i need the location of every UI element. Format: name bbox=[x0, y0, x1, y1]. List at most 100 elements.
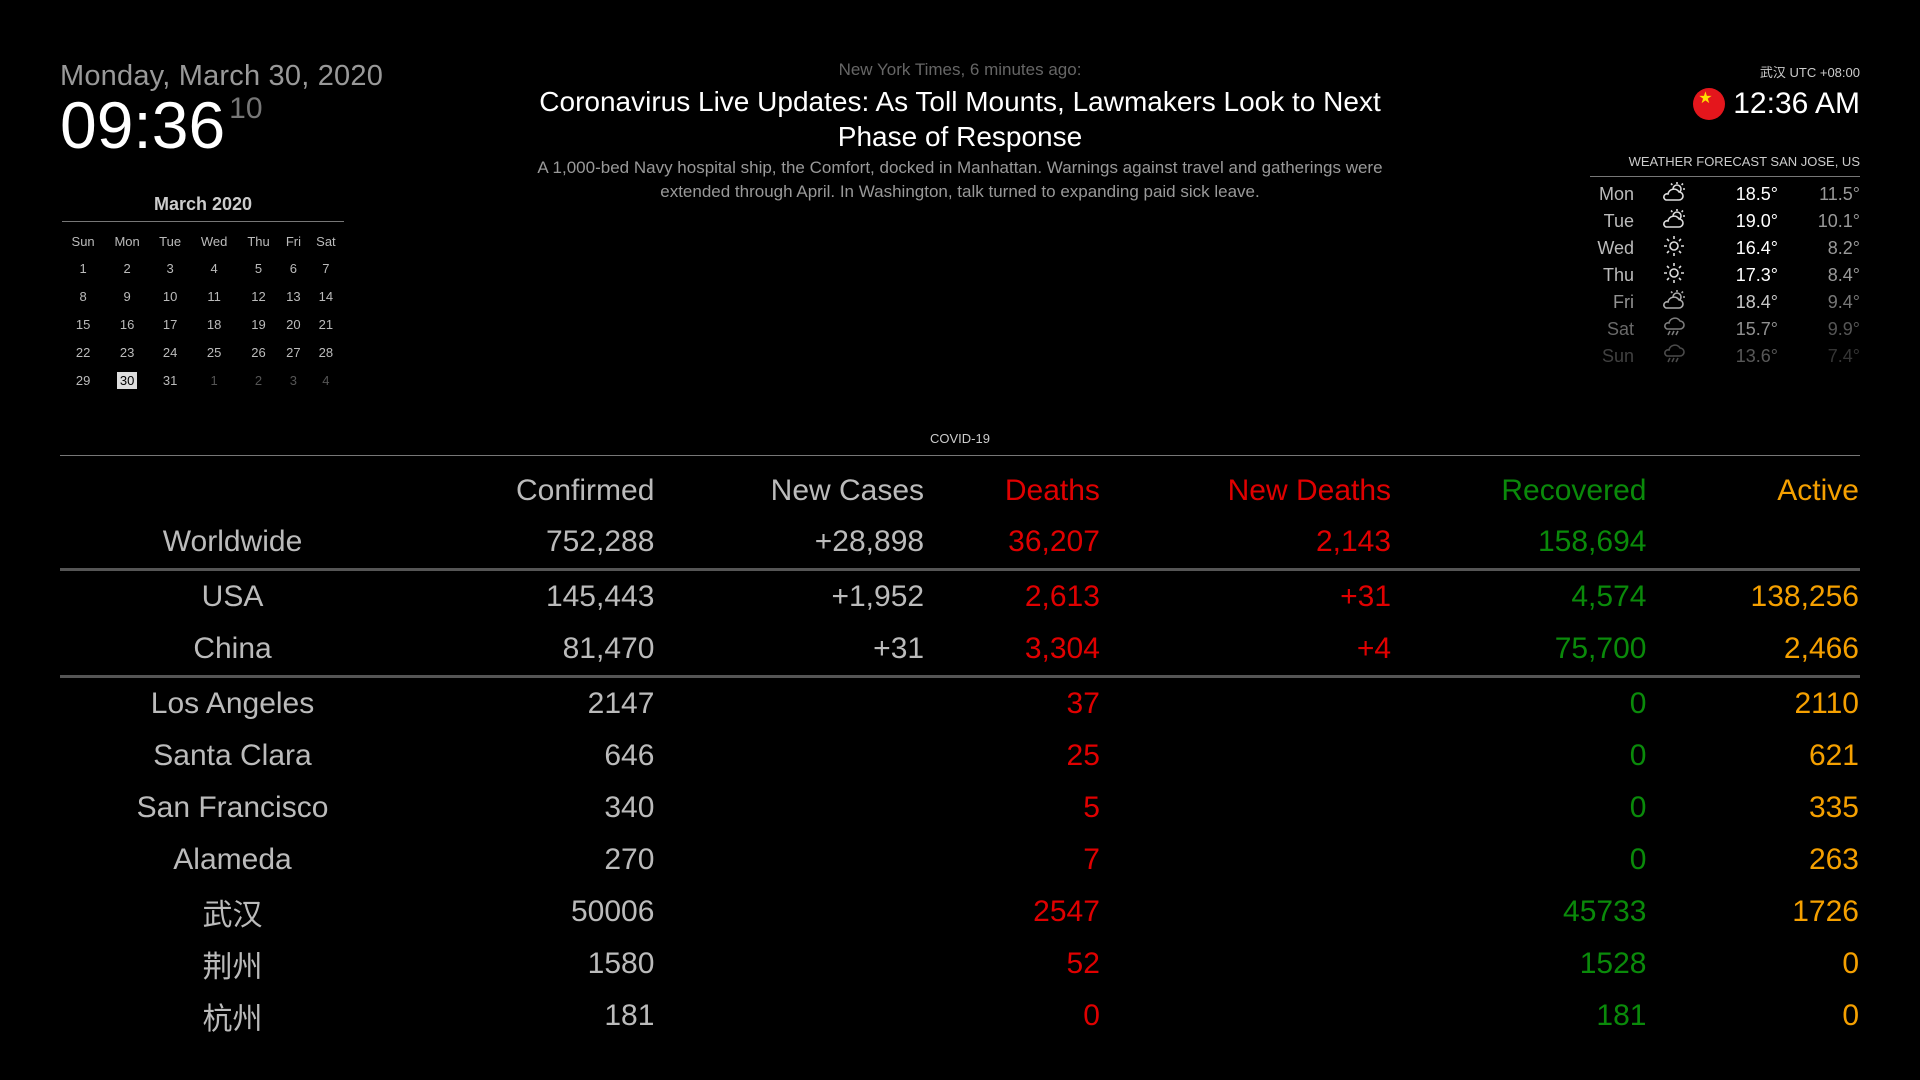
covid-row: Worldwide 752,288 +28,898 36,207 2,143 158,69… bbox=[60, 516, 1860, 571]
calendar-weekday: Mon bbox=[114, 233, 140, 249]
covid-active: 1726 bbox=[1792, 895, 1859, 928]
calendar-day: 9 bbox=[123, 288, 131, 304]
covid-deaths: 7 bbox=[1083, 843, 1100, 876]
covid-new-cases: +28,898 bbox=[655, 516, 926, 571]
covid-active: 0 bbox=[1842, 947, 1859, 980]
covid-region-name: 武汉 bbox=[202, 899, 263, 932]
calendar-week: 1 2 3 4 5 6 7 bbox=[62, 254, 344, 282]
calendar-day: 10 bbox=[162, 288, 178, 304]
weather-low: 9.4° bbox=[1827, 292, 1860, 312]
covid-new-deaths bbox=[1101, 730, 1392, 782]
covid-recovered: 0 bbox=[1629, 843, 1647, 876]
covid-region-name: China bbox=[60, 623, 406, 678]
news-source: New York Times, 6 minutes ago: bbox=[838, 60, 1082, 79]
calendar-weekday: Fri bbox=[285, 233, 301, 249]
covid-recovered: 75,700 bbox=[1392, 623, 1648, 678]
covid-table: Confirmed New Cases Deaths New Deaths Re… bbox=[60, 466, 1860, 1042]
covid-recovered: 0 bbox=[1629, 739, 1647, 772]
calendar-day: 21 bbox=[318, 316, 334, 332]
calendar-week: 8 9 10 11 12 13 14 bbox=[62, 282, 344, 310]
weather-day: Fri bbox=[1613, 292, 1634, 312]
news-description: A 1,000-bed Navy hospital ship, the Comf… bbox=[537, 158, 1383, 201]
weather-row: Sat 15.7° 9.9° bbox=[1590, 316, 1860, 343]
calendar-day: 2 bbox=[254, 372, 263, 388]
covid-new-cases bbox=[655, 677, 925, 731]
weather-high: 16.4° bbox=[1735, 238, 1778, 258]
covid-active: 0 bbox=[1842, 999, 1859, 1032]
covid-deaths: 36,207 bbox=[925, 516, 1101, 571]
covid-new-deaths bbox=[1101, 886, 1392, 938]
covid-new-deaths: +4 bbox=[1100, 623, 1393, 678]
weather-row: Wed 16.4° 8.2° bbox=[1590, 235, 1860, 262]
calendar-day: 27 bbox=[286, 344, 301, 360]
weather-row: Sun 13.6° 7.4° bbox=[1590, 343, 1860, 370]
covid-region-name: Santa Clara bbox=[153, 739, 312, 772]
covid-new-deaths bbox=[1101, 834, 1392, 886]
calendar-day: 16 bbox=[119, 316, 135, 332]
covid-active: 138,256 bbox=[1750, 580, 1859, 613]
covid-new-cases: +31 bbox=[655, 623, 926, 678]
covid-deaths: 2,613 bbox=[1024, 580, 1100, 613]
covid-row: Alameda 270 7 0 263 bbox=[60, 834, 1860, 886]
covid-active bbox=[1647, 516, 1860, 571]
covid-new-cases bbox=[655, 730, 925, 782]
covid-recovered: 0 bbox=[1629, 687, 1647, 720]
calendar-day-today: 30 bbox=[104, 366, 150, 394]
calendar-day: 23 bbox=[119, 344, 135, 360]
calendar-grid: Sun Mon Tue Wed Thu Fri Sat 1 2 3 4 5 6 7 8 9 10 11 12 13 1… bbox=[62, 228, 344, 394]
covid-active: 2,466 bbox=[1647, 623, 1860, 678]
world-clock: 武汉 UTC +08:00 ★ 12:36 AM bbox=[1693, 62, 1860, 121]
covid-row: 荆州 1580 52 1528 0 bbox=[60, 938, 1860, 990]
calendar-day: 26 bbox=[251, 344, 266, 360]
partly-cloudy-icon bbox=[1634, 289, 1714, 316]
header-confirmed: Confirmed bbox=[516, 474, 655, 507]
weather-day: Thu bbox=[1602, 265, 1634, 285]
weather-day: Wed bbox=[1597, 238, 1634, 258]
calendar-day: 2 bbox=[123, 260, 131, 276]
covid-new-cases bbox=[655, 782, 925, 834]
weather-day: Sat bbox=[1606, 319, 1634, 339]
sun-icon bbox=[1634, 235, 1714, 262]
covid-new-deaths bbox=[1101, 990, 1392, 1042]
covid-region-name: Los Angeles bbox=[150, 687, 315, 720]
weather-high: 19.0° bbox=[1735, 211, 1778, 231]
calendar-day: 20 bbox=[286, 316, 301, 332]
covid-deaths: 0 bbox=[1083, 999, 1100, 1032]
calendar-day: 31 bbox=[162, 372, 178, 388]
covid-active: 2110 bbox=[1794, 687, 1859, 720]
calendar-day: 5 bbox=[254, 260, 263, 276]
covid-deaths: 5 bbox=[1083, 791, 1100, 824]
covid-region-name: Alameda bbox=[173, 843, 292, 876]
calendar-days: 1 2 3 4 5 6 7 8 9 10 11 12 13 14 15 16 17 18 19 20 21 22 23 24 2… bbox=[62, 254, 344, 394]
clock-time: 09:36 10 bbox=[60, 92, 263, 158]
calendar-weekday: Tue bbox=[159, 233, 182, 249]
calendar-day: 15 bbox=[75, 316, 91, 332]
weather-high: 13.6° bbox=[1735, 346, 1778, 366]
weather-row: Thu 17.3° 8.4° bbox=[1590, 262, 1860, 289]
covid-confirmed: 2147 bbox=[587, 687, 655, 720]
calendar-day: 25 bbox=[206, 344, 222, 360]
covid-confirmed: 270 bbox=[604, 843, 655, 876]
calendar-weekday: Sun bbox=[71, 233, 95, 249]
rain-icon bbox=[1634, 316, 1714, 343]
weather-forecast: WEATHER FORECAST SAN JOSE, US Mon 18.5° 11… bbox=[1590, 154, 1860, 370]
covid-row: Los Angeles 2147 37 0 2110 bbox=[60, 677, 1860, 731]
covid-deaths: 3,304 bbox=[925, 623, 1101, 678]
covid-new-cases bbox=[655, 886, 925, 938]
covid-confirmed: 1580 bbox=[587, 947, 655, 980]
covid-row: 杭州 181 0 181 0 bbox=[60, 990, 1860, 1042]
calendar-day: 4 bbox=[322, 372, 330, 388]
covid-recovered: 0 bbox=[1629, 791, 1647, 824]
covid-region-name: 杭州 bbox=[202, 1003, 263, 1036]
calendar-day: 1 bbox=[210, 372, 218, 388]
weather-low: 11.5° bbox=[1819, 184, 1860, 204]
news-headline: Coronavirus Live Updates: As Toll Mounts… bbox=[539, 86, 1381, 152]
covid-new-deaths: +31 bbox=[1340, 580, 1392, 613]
china-flag-icon: ★ bbox=[1693, 88, 1726, 120]
covid-new-cases bbox=[655, 938, 925, 990]
covid-confirmed: 50006 bbox=[570, 895, 655, 928]
covid-new-cases bbox=[655, 834, 925, 886]
weather-high: 18.4° bbox=[1735, 292, 1778, 312]
covid-new-deaths bbox=[1101, 677, 1392, 731]
